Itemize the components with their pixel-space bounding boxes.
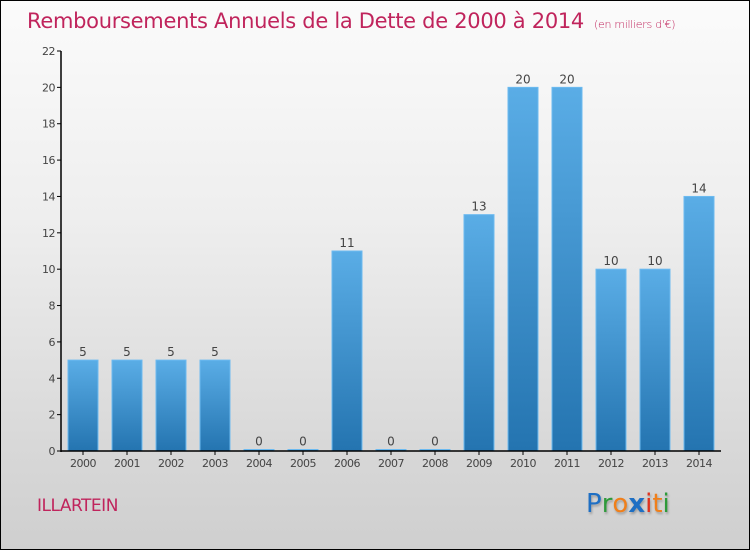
- bar-2009: [463, 214, 495, 452]
- y-tick-label-8: 8: [49, 300, 56, 313]
- x-tick-label-2011: 2011: [554, 457, 580, 470]
- y-tick-label-6: 6: [49, 336, 56, 349]
- y-tick-label-18: 18: [42, 118, 55, 131]
- data-label-2006: 11: [339, 236, 354, 250]
- labels-group: 5200052001520025200302004020051120060200…: [42, 45, 713, 470]
- x-tick-label-2010: 2010: [510, 457, 536, 470]
- logo-letter: i: [662, 489, 670, 519]
- y-tick-label-22: 22: [42, 45, 55, 58]
- proxiti-logo[interactable]: Proxiti: [586, 489, 670, 519]
- bar-2003: [199, 359, 231, 452]
- chart-title-main: Remboursements Annuels de la Dette de 20…: [27, 9, 584, 33]
- x-tick-label-2004: 2004: [246, 457, 272, 470]
- y-tick-label-20: 20: [42, 81, 55, 94]
- y-tick-label-2: 2: [49, 409, 56, 422]
- x-tick-label-2013: 2013: [642, 457, 668, 470]
- x-tick-label-2007: 2007: [378, 457, 404, 470]
- x-tick-label-2014: 2014: [686, 457, 712, 470]
- chart-title: Remboursements Annuels de la Dette de 20…: [27, 9, 675, 33]
- logo-letter: P: [586, 489, 602, 519]
- chart-title-unit: (en milliers d'€): [594, 18, 676, 31]
- bar-2006: [331, 250, 363, 452]
- y-tick-label-16: 16: [42, 154, 55, 167]
- data-label-2011: 20: [559, 72, 574, 86]
- logo-letter: r: [601, 489, 613, 519]
- y-tick-label-10: 10: [42, 263, 55, 276]
- logo-letter: x: [628, 489, 646, 519]
- data-label-2014: 14: [691, 181, 706, 195]
- data-label-2003: 5: [211, 345, 219, 359]
- bar-2014: [683, 195, 715, 452]
- bar-2000: [67, 359, 99, 452]
- data-label-2004: 0: [255, 435, 263, 449]
- x-tick-label-2000: 2000: [70, 457, 96, 470]
- bar-2001: [111, 359, 143, 452]
- x-tick-label-2012: 2012: [598, 457, 624, 470]
- data-label-2008: 0: [431, 435, 439, 449]
- bar-2002: [155, 359, 187, 452]
- x-tick-label-2008: 2008: [422, 457, 448, 470]
- bar-2011: [551, 86, 583, 452]
- data-label-2007: 0: [387, 435, 395, 449]
- data-label-2009: 13: [471, 200, 486, 214]
- x-tick-label-2005: 2005: [290, 457, 316, 470]
- data-label-2013: 10: [647, 254, 662, 268]
- data-label-2001: 5: [123, 345, 131, 359]
- y-tick-label-4: 4: [49, 372, 56, 385]
- logo-letter: i: [645, 489, 653, 519]
- commune-name: ILLARTEIN: [37, 496, 118, 516]
- y-tick-label-12: 12: [42, 227, 55, 240]
- bar-2012: [595, 268, 627, 452]
- x-tick-label-2002: 2002: [158, 457, 184, 470]
- logo-letter: t: [652, 489, 663, 519]
- y-tick-label-0: 0: [49, 445, 56, 458]
- x-tick-label-2006: 2006: [334, 457, 360, 470]
- data-label-2002: 5: [167, 345, 175, 359]
- x-tick-label-2009: 2009: [466, 457, 492, 470]
- axes-group: [57, 50, 721, 455]
- x-tick-label-2001: 2001: [114, 457, 140, 470]
- x-tick-label-2003: 2003: [202, 457, 228, 470]
- data-label-2000: 5: [79, 345, 87, 359]
- bar-2013: [639, 268, 671, 452]
- logo-letter: o: [612, 489, 629, 519]
- data-label-2005: 0: [299, 435, 307, 449]
- bar-2010: [507, 86, 539, 452]
- bars-group: [67, 86, 715, 452]
- y-tick-label-14: 14: [42, 190, 55, 203]
- data-label-2010: 20: [515, 72, 530, 86]
- data-label-2012: 10: [603, 254, 618, 268]
